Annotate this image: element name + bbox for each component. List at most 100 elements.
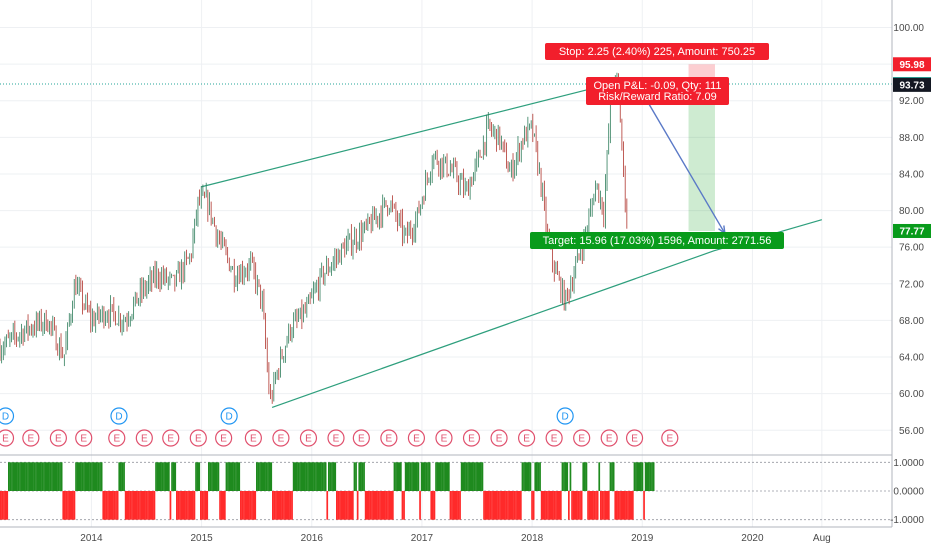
- osc-bar: [347, 491, 349, 520]
- osc-bar: [403, 491, 405, 520]
- osc-bar: [376, 491, 378, 520]
- osc-bar: [219, 491, 221, 520]
- earnings-marker[interactable]: E: [600, 429, 618, 447]
- dividend-marker[interactable]: D: [220, 407, 238, 425]
- y-tick-label: 100.00: [893, 23, 924, 34]
- earnings-marker[interactable]: E: [380, 429, 398, 447]
- osc-bar: [316, 462, 319, 491]
- earnings-marker[interactable]: E: [517, 429, 536, 447]
- trend-channel[interactable]: [201, 80, 823, 408]
- osc-bar: [54, 462, 57, 491]
- osc-bar: [38, 462, 41, 491]
- earnings-marker-label: E: [278, 434, 285, 445]
- osc-bar: [456, 491, 458, 520]
- earnings-marker[interactable]: E: [299, 429, 318, 447]
- osc-bar: [593, 491, 596, 520]
- osc-bar: [545, 491, 548, 520]
- osc-bar: [312, 462, 314, 491]
- earnings-marker[interactable]: E: [407, 429, 426, 447]
- x-tick-label: 2014: [80, 533, 103, 544]
- osc-bar: [187, 491, 189, 520]
- earnings-marker[interactable]: E: [0, 429, 15, 447]
- earnings-marker[interactable]: E: [22, 429, 40, 447]
- earnings-marker-label: E: [606, 434, 613, 445]
- osc-bar: [179, 491, 181, 520]
- earnings-marker[interactable]: E: [272, 429, 290, 447]
- earnings-marker[interactable]: E: [462, 429, 481, 447]
- target-zone[interactable]: [688, 84, 715, 231]
- earnings-marker[interactable]: E: [75, 429, 93, 447]
- dividend-marker[interactable]: D: [0, 407, 15, 425]
- dividend-marker[interactable]: D: [556, 407, 574, 425]
- osc-bar: [32, 462, 34, 491]
- earnings-marker[interactable]: E: [625, 429, 644, 447]
- dividend-marker[interactable]: D: [110, 407, 128, 425]
- short-position-tool[interactable]: Stop: 2.25 (2.40%) 225, Amount: 750.25 Op…: [530, 43, 784, 249]
- y-tick-label: 92.00: [899, 96, 924, 107]
- osc-bar: [508, 491, 511, 520]
- earnings-marker[interactable]: E: [49, 429, 67, 447]
- osc-bar: [84, 462, 87, 491]
- osc-bar: [401, 491, 404, 520]
- earnings-marker[interactable]: E: [135, 429, 153, 447]
- earnings-marker-circle: [189, 429, 207, 447]
- price-tag: 95.98: [893, 57, 931, 72]
- event-markers[interactable]: D D D DE E E E E E E E E E E E E E E E E E E E E E E E E: [0, 407, 679, 447]
- osc-bar: [468, 462, 471, 491]
- osc-bar: [430, 491, 433, 520]
- osc-bar: [132, 491, 135, 520]
- osc-bar: [118, 462, 121, 491]
- osc-bar: [579, 491, 581, 520]
- earnings-marker[interactable]: E: [661, 429, 679, 447]
- osc-bar: [520, 491, 522, 520]
- target-label[interactable]: Target: 15.96 (17.03%) 1596, Amount: 277…: [530, 232, 784, 249]
- osc-bar: [481, 462, 484, 491]
- stop-label-text: Stop: 2.25 (2.40%) 225, Amount: 750.25: [559, 46, 755, 58]
- osc-bar: [561, 462, 564, 491]
- channel-upper-line[interactable]: [201, 80, 621, 188]
- osc-bar: [497, 491, 500, 520]
- earnings-marker[interactable]: E: [352, 429, 370, 447]
- osc-bar: [78, 462, 81, 491]
- osc-bar: [291, 491, 293, 520]
- earnings-marker[interactable]: E: [327, 429, 345, 447]
- earnings-marker[interactable]: E: [545, 429, 563, 447]
- earnings-marker[interactable]: E: [490, 429, 508, 447]
- osc-bar: [288, 491, 290, 520]
- target-label-box: [530, 232, 784, 249]
- osc-bar: [424, 462, 426, 491]
- osc-bar: [243, 491, 245, 520]
- osc-bar: [427, 462, 429, 491]
- channel-lower-line[interactable]: [271, 219, 823, 408]
- osc-bar: [465, 462, 468, 491]
- earnings-marker-circle: [49, 429, 67, 447]
- earnings-marker[interactable]: E: [435, 429, 453, 447]
- projection-arrow[interactable]: [638, 86, 726, 234]
- earnings-marker[interactable]: E: [189, 429, 207, 447]
- osc-bar: [256, 462, 258, 491]
- stop-label-box: [545, 43, 769, 60]
- osc-bar: [145, 491, 148, 520]
- osc-bar: [444, 462, 447, 491]
- osc-bar: [560, 491, 562, 520]
- osc-bar: [62, 491, 65, 520]
- osc-bar: [70, 491, 73, 520]
- osc-bar: [310, 462, 313, 491]
- osc-bar: [112, 491, 114, 520]
- earnings-marker[interactable]: E: [108, 429, 126, 447]
- osc-bar: [153, 491, 156, 520]
- osc-bar: [107, 491, 109, 520]
- earnings-marker[interactable]: E: [573, 429, 591, 447]
- osc-bar: [331, 462, 333, 491]
- earnings-marker[interactable]: E: [215, 429, 233, 447]
- osc-bar: [505, 491, 508, 520]
- stop-label[interactable]: Stop: 2.25 (2.40%) 225, Amount: 750.25: [545, 43, 769, 60]
- osc-bar: [492, 491, 495, 520]
- osc-bar: [161, 462, 164, 491]
- dividend-marker-label: D: [115, 412, 122, 423]
- osc-bar: [459, 491, 461, 520]
- earnings-marker[interactable]: E: [162, 429, 180, 447]
- earnings-marker[interactable]: E: [244, 429, 262, 447]
